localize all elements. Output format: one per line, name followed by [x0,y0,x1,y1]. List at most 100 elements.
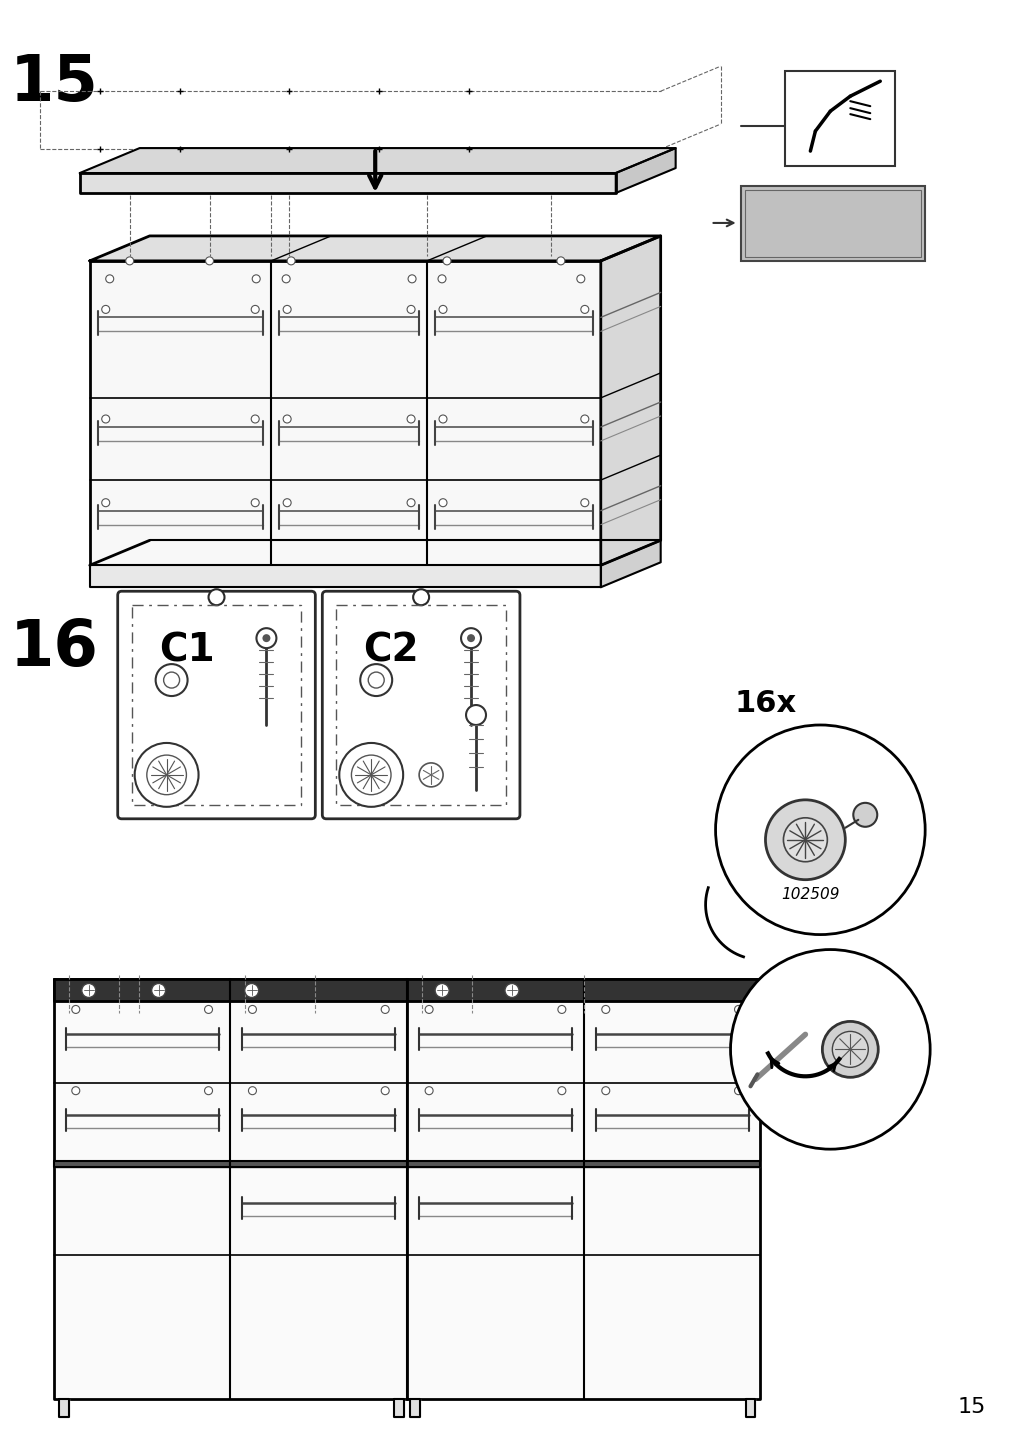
Circle shape [852,803,877,826]
Circle shape [245,984,259,998]
Polygon shape [409,1399,420,1416]
Circle shape [134,743,198,806]
Polygon shape [90,236,660,261]
Circle shape [435,984,449,998]
Polygon shape [601,236,660,566]
Circle shape [438,275,446,284]
Circle shape [580,415,588,422]
Circle shape [282,275,290,284]
Circle shape [283,498,291,507]
Circle shape [439,415,447,422]
Circle shape [251,498,259,507]
Circle shape [715,725,924,935]
Circle shape [425,1087,433,1094]
Circle shape [734,1087,742,1094]
Circle shape [557,1005,565,1014]
Circle shape [256,629,276,649]
Circle shape [125,256,133,265]
Circle shape [406,498,415,507]
Circle shape [439,498,447,507]
Circle shape [822,1021,878,1077]
Circle shape [152,984,166,998]
Text: 16x: 16x [734,689,796,717]
Circle shape [557,1087,565,1094]
Circle shape [360,664,392,696]
Circle shape [556,256,564,265]
Polygon shape [80,147,675,173]
Circle shape [283,415,291,422]
Circle shape [504,984,519,998]
Circle shape [443,256,451,265]
Circle shape [102,305,109,314]
FancyBboxPatch shape [117,591,315,819]
Circle shape [205,256,213,265]
Circle shape [466,705,485,725]
Circle shape [82,984,96,998]
Circle shape [580,305,588,314]
Circle shape [72,1005,80,1014]
Circle shape [262,634,270,642]
Circle shape [730,949,929,1148]
Circle shape [339,743,402,806]
Polygon shape [54,979,759,1399]
Circle shape [156,664,187,696]
Circle shape [102,415,109,422]
Circle shape [783,818,827,862]
Polygon shape [54,1161,759,1167]
Circle shape [406,415,415,422]
Circle shape [407,275,416,284]
Circle shape [439,305,447,314]
Circle shape [764,800,844,879]
Circle shape [412,589,429,606]
Circle shape [351,755,390,795]
Polygon shape [80,173,615,193]
Circle shape [287,256,295,265]
Circle shape [602,1005,610,1014]
Circle shape [419,763,443,786]
Circle shape [105,275,113,284]
Circle shape [406,305,415,314]
Circle shape [147,755,186,795]
Bar [740,186,924,261]
Polygon shape [90,261,601,566]
Circle shape [734,1005,742,1014]
Circle shape [251,305,259,314]
Circle shape [102,498,109,507]
Circle shape [580,498,588,507]
FancyBboxPatch shape [321,591,520,819]
Circle shape [252,275,260,284]
Circle shape [467,634,474,642]
Circle shape [576,275,584,284]
Circle shape [249,1087,256,1094]
Bar [785,72,895,166]
Circle shape [251,415,259,422]
Text: 15: 15 [9,52,98,115]
Text: 102509: 102509 [780,888,839,902]
Polygon shape [745,1399,755,1416]
Circle shape [204,1087,212,1094]
Circle shape [461,629,480,649]
Circle shape [208,589,224,606]
Circle shape [381,1005,389,1014]
Circle shape [602,1087,610,1094]
Circle shape [831,1031,867,1067]
Circle shape [381,1087,389,1094]
Circle shape [164,672,179,687]
Polygon shape [601,540,660,587]
Circle shape [249,1005,256,1014]
Polygon shape [90,566,601,587]
Text: 15: 15 [957,1396,986,1416]
Polygon shape [59,1399,69,1416]
Circle shape [204,1005,212,1014]
Circle shape [368,672,384,687]
Text: C2: C2 [363,632,419,669]
Polygon shape [394,1399,403,1416]
Polygon shape [54,979,759,1001]
Text: 16: 16 [9,617,98,679]
Text: C1: C1 [159,632,214,669]
Circle shape [72,1087,80,1094]
Circle shape [425,1005,433,1014]
Circle shape [283,305,291,314]
Polygon shape [615,147,675,193]
Bar [744,190,920,256]
